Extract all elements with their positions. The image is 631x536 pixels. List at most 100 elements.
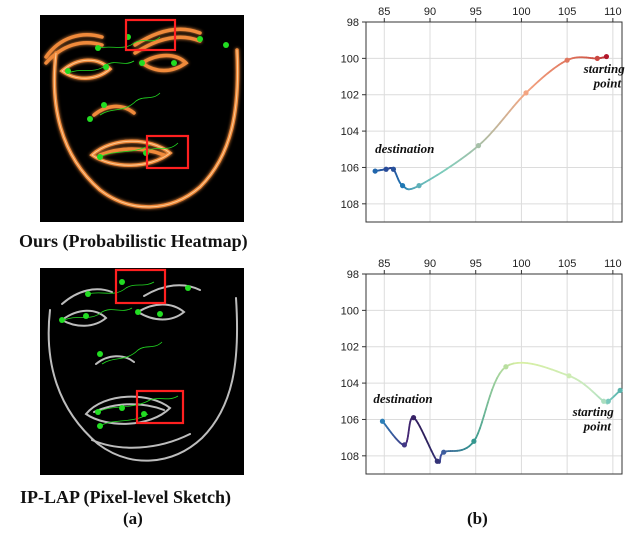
landmark-points bbox=[59, 279, 191, 429]
sketch-face-drawing bbox=[47, 268, 239, 462]
trajectory-point bbox=[503, 364, 509, 370]
trajectory-segment bbox=[479, 421, 483, 429]
trajectory-point bbox=[475, 143, 482, 149]
sketch-face-panel bbox=[40, 268, 244, 475]
trajectory-segment bbox=[445, 164, 453, 170]
x-tick-label: 90 bbox=[424, 258, 436, 270]
trajectory-segment bbox=[483, 408, 487, 417]
trajectory-point bbox=[434, 458, 440, 464]
trajectory-segment bbox=[469, 148, 476, 154]
y-tick-label: 108 bbox=[341, 451, 359, 463]
trajectory-point bbox=[601, 398, 607, 404]
face-outline bbox=[52, 48, 240, 209]
x-tick-label: 110 bbox=[604, 6, 622, 18]
y-tick-label: 106 bbox=[341, 414, 359, 426]
heatmap-contours bbox=[44, 27, 240, 209]
trajectory-segment bbox=[484, 401, 489, 411]
right-eye bbox=[136, 303, 186, 321]
highlight-box-brow bbox=[124, 18, 177, 52]
trajectory-segment bbox=[450, 161, 458, 167]
chin-line bbox=[91, 433, 191, 449]
trajectory-segment bbox=[477, 427, 481, 435]
heatmap-face-panel bbox=[40, 15, 244, 222]
x-tick-label: 100 bbox=[512, 6, 530, 18]
y-tick-label: 100 bbox=[341, 305, 359, 317]
x-tick-label: 105 bbox=[558, 258, 576, 270]
trajectory-segment bbox=[493, 377, 498, 385]
x-tick-label: 100 bbox=[512, 258, 530, 270]
sketch-contours bbox=[47, 284, 239, 462]
y-tick-label: 100 bbox=[341, 53, 359, 65]
annotation-starting: starting bbox=[583, 61, 626, 76]
mouth-outer bbox=[84, 395, 172, 425]
trajectory-point bbox=[564, 57, 570, 63]
trajectory-point bbox=[410, 415, 417, 421]
trajectory-segment bbox=[460, 154, 467, 161]
x-tick-label: 85 bbox=[378, 6, 390, 18]
x-tick-label: 90 bbox=[424, 6, 436, 18]
trajectory-point bbox=[441, 449, 447, 455]
left-brow bbox=[44, 33, 104, 65]
y-tick-label: 108 bbox=[341, 199, 359, 211]
trajectory-point bbox=[416, 183, 422, 189]
mouth-inner bbox=[93, 403, 165, 413]
trajectory-segment bbox=[486, 395, 491, 404]
trajectory-line bbox=[374, 55, 608, 191]
trajectory-segment bbox=[464, 151, 472, 157]
trajectory-point bbox=[399, 183, 406, 189]
trajectory-segment bbox=[489, 388, 493, 398]
left-eye bbox=[60, 309, 108, 327]
annotation-destination: destination bbox=[373, 391, 432, 406]
landmark-trajectories bbox=[63, 281, 179, 427]
highlight-box-mouth bbox=[135, 389, 185, 425]
x-tick-label: 110 bbox=[604, 258, 622, 270]
subfigure-label-a: (a) bbox=[123, 509, 143, 528]
grid bbox=[366, 21, 622, 222]
plot-frame bbox=[365, 273, 623, 475]
trajectory-segment bbox=[441, 168, 448, 173]
annotation-point: point bbox=[593, 75, 622, 90]
trajectory-point bbox=[617, 387, 623, 393]
nose bbox=[95, 355, 135, 365]
trajectory-segment bbox=[496, 372, 501, 380]
trajectory-point bbox=[372, 168, 378, 174]
right-brow bbox=[143, 284, 201, 297]
trajectory-point bbox=[603, 53, 610, 60]
trajectory-point bbox=[523, 90, 529, 96]
plot-frame bbox=[365, 21, 623, 223]
trajectory-point bbox=[401, 442, 407, 448]
left-brow bbox=[61, 288, 113, 305]
right-eye bbox=[138, 53, 189, 73]
trajectory-points bbox=[379, 364, 623, 464]
x-tick-label: 95 bbox=[470, 6, 482, 18]
trajectory-segment bbox=[491, 382, 496, 391]
trajectory-segment bbox=[481, 415, 485, 424]
x-tick-label: 95 bbox=[470, 258, 482, 270]
trajectory-plot-ours: 85 90 95 100 105 110 98 100 102 104 106 108 destinat… bbox=[341, 6, 626, 223]
caption-ours: Ours (Probabilistic Heatmap) bbox=[19, 231, 248, 251]
y-tick-label: 98 bbox=[347, 269, 359, 281]
annotation-starting: starting bbox=[572, 404, 615, 419]
annotation-destination: destination bbox=[375, 141, 434, 156]
mouth-inner bbox=[98, 147, 166, 157]
y-tick-label: 104 bbox=[341, 378, 359, 390]
trajectory-point bbox=[566, 373, 572, 379]
highlight-box-mouth bbox=[145, 134, 190, 170]
subfigure-label-b: (b) bbox=[467, 509, 488, 528]
trajectory-points bbox=[372, 53, 610, 189]
y-tick-label: 106 bbox=[341, 162, 359, 174]
x-tick-label: 85 bbox=[378, 258, 390, 270]
y-tick-label: 104 bbox=[341, 126, 359, 138]
y-tick-label: 102 bbox=[341, 342, 359, 354]
trajectory-plot-ip-lap: 85 90 95 100 105 110 98 100 102 104 106 108 destinat… bbox=[341, 258, 623, 475]
trajectory-point bbox=[390, 166, 397, 172]
face-outline bbox=[47, 297, 239, 462]
heatmap-face-drawing bbox=[44, 18, 240, 209]
nose bbox=[92, 104, 136, 117]
caption-ip-lap: IP-LAP (Pixel-level Sketch) bbox=[20, 487, 231, 507]
trajectory-point bbox=[471, 438, 477, 444]
trajectory-point bbox=[379, 418, 386, 424]
trajectory-point bbox=[605, 398, 611, 404]
y-tick-label: 98 bbox=[347, 17, 359, 29]
annotation-point: point bbox=[583, 418, 612, 433]
